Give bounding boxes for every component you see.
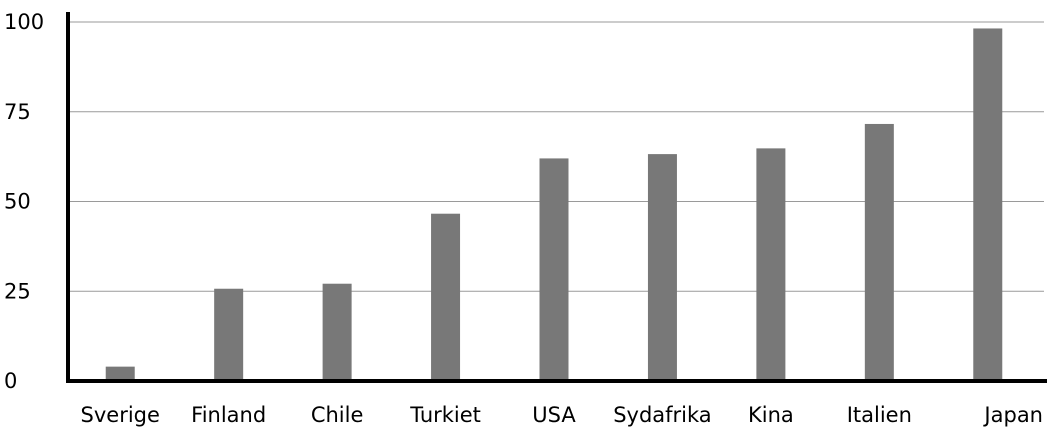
x-tick-label: Italien — [847, 403, 912, 427]
x-tick-label: Sverige — [81, 403, 160, 427]
x-tick-label: Japan — [982, 403, 1043, 427]
y-tick-label: 75 — [4, 100, 31, 124]
y-tick-label: 0 — [4, 369, 17, 393]
y-tick-label: 50 — [4, 190, 31, 214]
bar — [864, 123, 894, 382]
bar — [105, 366, 135, 381]
bar — [756, 148, 786, 381]
x-tick-label: Kina — [748, 403, 794, 427]
bar — [973, 28, 1003, 381]
x-tick-label: Turkiet — [409, 403, 481, 427]
bar — [214, 288, 244, 381]
bar — [431, 213, 461, 381]
y-tick-labels: 0 25 50 75 100 — [4, 10, 44, 393]
x-tick-label: Chile — [311, 403, 364, 427]
bar — [539, 158, 569, 381]
x-tick-label: Sydafrika — [613, 403, 711, 427]
x-tick-labels: Sverige Finland Chile Turkiet USA Sydafrika Ki… — [81, 403, 1043, 427]
bars — [105, 28, 1003, 382]
bar — [322, 283, 352, 381]
bar — [647, 154, 677, 381]
y-tick-label: 100 — [4, 10, 44, 34]
x-tick-label: USA — [532, 403, 576, 427]
x-tick-label: Finland — [191, 403, 266, 427]
axes — [66, 12, 1047, 383]
y-tick-label: 25 — [4, 279, 31, 303]
